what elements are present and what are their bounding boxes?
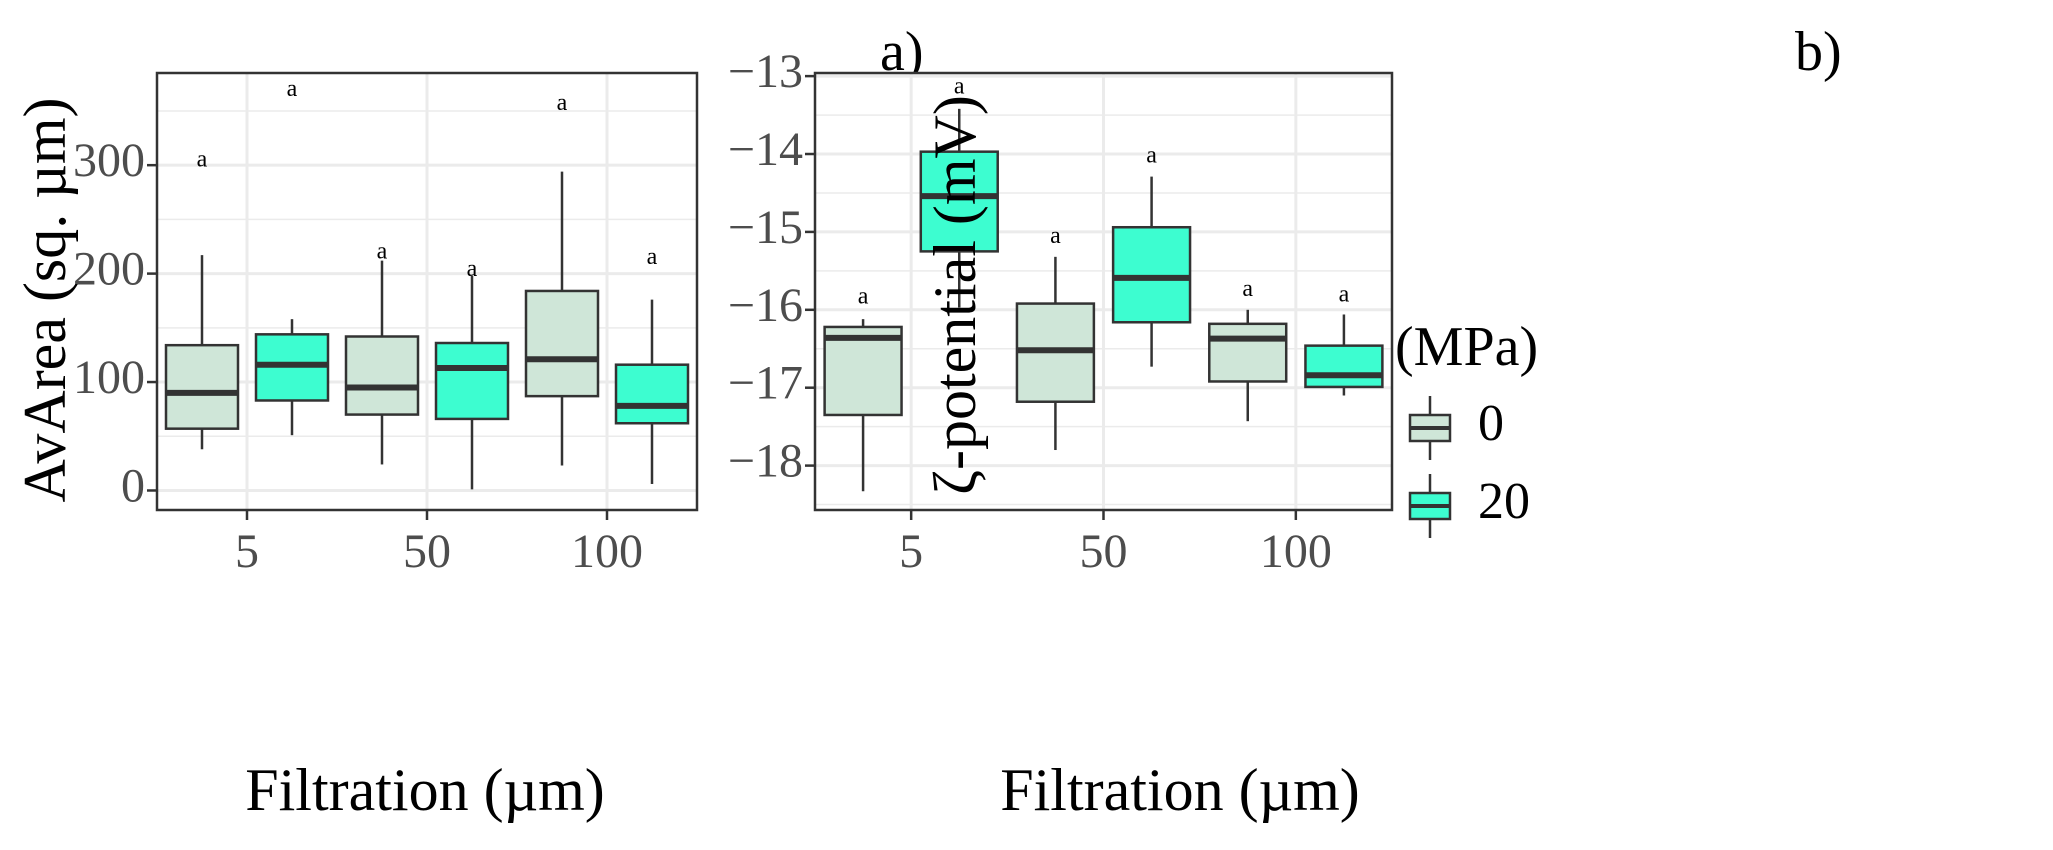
panel-b-x-ticks: 5 50 100 xyxy=(899,510,1332,578)
box-20-5 xyxy=(254,319,330,436)
panel-b-y-axis-title: ζ-potential (mV) xyxy=(922,95,988,495)
y-tick-label: 200 xyxy=(73,243,145,296)
significance-letter: a xyxy=(647,244,658,270)
box-20-100 xyxy=(1304,314,1384,396)
significance-letter: a xyxy=(1339,281,1350,307)
y-tick-label: −16 xyxy=(728,279,803,332)
panel-a-x-axis-title: Filtration (µm) xyxy=(245,757,605,823)
x-tick-label: 100 xyxy=(1260,525,1332,578)
significance-letter: a xyxy=(1146,143,1157,169)
box-0-5 xyxy=(164,255,240,450)
legend-item-0: 0 xyxy=(1408,395,1504,460)
panel-b-sig-letters: a a a a a a xyxy=(858,73,1350,309)
panel-a-sig-letters: a a a a a a xyxy=(197,76,658,282)
box-20-50 xyxy=(1111,176,1192,367)
significance-letter: a xyxy=(557,90,568,116)
significance-letter: a xyxy=(377,239,388,265)
x-tick-label: 50 xyxy=(403,525,451,578)
box-0-100 xyxy=(524,171,600,466)
significance-letter: a xyxy=(954,73,965,99)
y-tick-label: −15 xyxy=(728,201,803,254)
x-tick-label: 5 xyxy=(899,525,923,578)
box-body xyxy=(1111,225,1192,324)
panel-a-boxes xyxy=(164,171,690,490)
y-tick-label: −14 xyxy=(728,123,803,176)
panel-a: a a a a a a 0 100 200 300 5 50 100 Filtration (µm)… xyxy=(12,21,924,823)
panel-a-x-ticks: 5 50 100 xyxy=(235,510,643,578)
legend-item-20: 20 xyxy=(1408,473,1530,538)
x-tick-label: 50 xyxy=(1080,525,1128,578)
significance-letter: a xyxy=(467,256,478,282)
significance-letter: a xyxy=(287,76,298,102)
panel-b: a a a a a a −18 −17 −16 −15 −14 −13 5 50 100 Filtrat… xyxy=(728,21,1842,823)
box-body xyxy=(1208,322,1288,383)
y-tick-label: 300 xyxy=(73,134,145,187)
panel-b-boxes xyxy=(823,108,1384,492)
box-0-100 xyxy=(1208,309,1288,422)
significance-letter: a xyxy=(1242,276,1253,302)
box-body xyxy=(823,325,903,417)
box-0-50 xyxy=(1015,256,1096,451)
box-20-5 xyxy=(919,108,999,308)
box-0-50 xyxy=(344,260,420,465)
box-body xyxy=(164,343,240,430)
panel-b-x-axis-title: Filtration (µm) xyxy=(1000,757,1360,823)
x-tick-label: 5 xyxy=(235,525,259,578)
significance-letter: a xyxy=(858,284,869,310)
box-body xyxy=(614,363,690,425)
box-body xyxy=(344,335,420,416)
panel-b-label: b) xyxy=(1795,21,1842,83)
legend-items: 020 xyxy=(1408,395,1530,538)
box-20-50 xyxy=(434,275,510,490)
box-body xyxy=(1304,344,1384,389)
y-tick-label: −13 xyxy=(728,45,803,98)
y-tick-label: 100 xyxy=(73,351,145,404)
panel-a-y-axis-title: AvArea (sq. µm) xyxy=(12,98,78,503)
x-tick-label: 100 xyxy=(571,525,643,578)
legend-label: 0 xyxy=(1478,395,1504,452)
panel-b-grid xyxy=(815,73,1392,510)
panel-b-y-ticks: −18 −17 −16 −15 −14 −13 xyxy=(728,45,815,488)
box-body xyxy=(919,150,999,253)
box-body xyxy=(434,341,510,421)
y-tick-label: −17 xyxy=(728,357,803,410)
legend-label: 20 xyxy=(1478,473,1530,530)
box-20-100 xyxy=(614,299,690,484)
significance-letter: a xyxy=(1050,223,1061,249)
y-tick-label: −18 xyxy=(728,435,803,488)
panel-a-y-ticks: 0 100 200 300 xyxy=(73,134,157,512)
legend: (MPa) 020 xyxy=(1395,316,1538,538)
box-0-5 xyxy=(823,319,903,492)
box-body xyxy=(524,289,600,398)
y-tick-label: 0 xyxy=(121,459,145,512)
significance-letter: a xyxy=(197,146,208,172)
panel-a-grid xyxy=(157,73,697,510)
legend-title: (MPa) xyxy=(1395,316,1538,378)
